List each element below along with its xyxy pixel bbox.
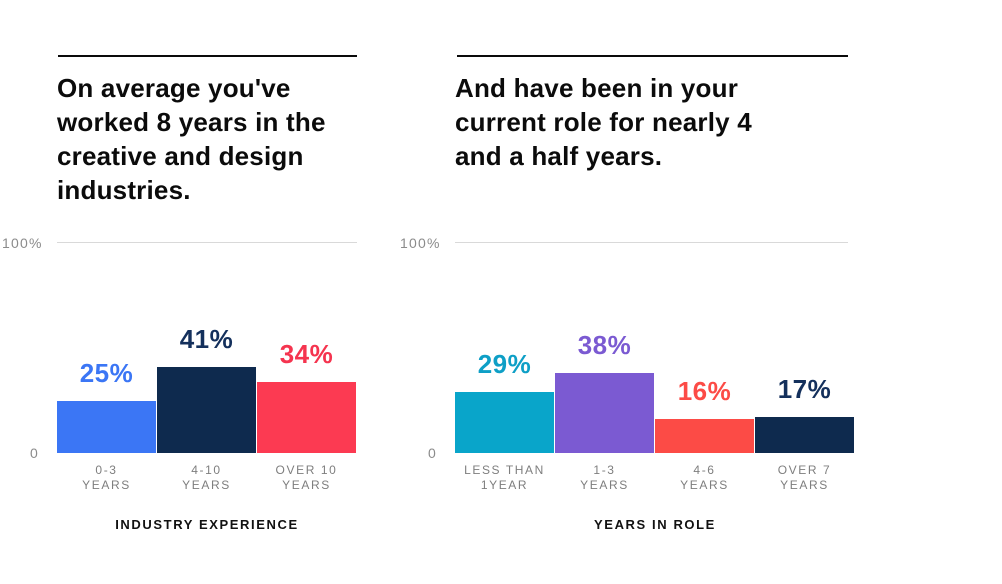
gridline-100pct [455, 242, 848, 243]
chart-title: On average you've worked 8 years in the … [57, 73, 326, 205]
x-tick-label: 4-6 YEARS [680, 463, 729, 492]
chart-title: And have been in your current role for n… [455, 73, 752, 171]
bar-value-label: 25% [79, 357, 134, 388]
y-axis-zero-label: 0 [30, 445, 39, 461]
gridline-100pct [57, 242, 357, 243]
bar-value-label: 16% [677, 376, 732, 407]
bar-group: 25% 0-3 YEARS [57, 243, 156, 492]
bar-value-label: 38% [577, 330, 632, 361]
bars: 25% 0-3 YEARS 41% 4-10 YEARS 34% OVER 10 YEAR… [57, 243, 357, 492]
x-tick-label: 0-3 YEARS [82, 463, 131, 492]
x-axis-caption: YEARS IN ROLE [594, 517, 716, 532]
bar-group: 41% 4-10 YEARS [157, 243, 256, 492]
bar [257, 381, 356, 453]
y-axis-max-label: 100% [400, 235, 441, 251]
bar [555, 373, 654, 453]
bar [655, 419, 754, 453]
y-axis-max-label: 100% [2, 235, 43, 251]
x-tick-label: 1-3 YEARS [580, 463, 629, 492]
bar-group: 38% 1-3 YEARS [555, 243, 654, 492]
bar-group: 34% OVER 10 YEARS [257, 243, 356, 492]
bar-value-label: 29% [477, 349, 532, 380]
bar-value-label: 34% [279, 338, 334, 369]
title-rule [58, 55, 357, 57]
bar-group: 16% 4-6 YEARS [655, 243, 754, 492]
x-tick-label: 4-10 YEARS [182, 463, 231, 492]
bar-value-label: 41% [179, 323, 234, 354]
x-tick-label: OVER 10 YEARS [275, 463, 338, 492]
bar [455, 392, 554, 453]
y-axis-zero-label: 0 [428, 445, 437, 461]
bar-group: 17% OVER 7 YEARS [755, 243, 854, 492]
x-tick-label: LESS THAN 1YEAR [464, 463, 545, 492]
bar [157, 366, 256, 453]
chart-years-in-role: And have been in your current role for n… [398, 0, 1002, 584]
chart-industry-experience: On average you've worked 8 years in the … [0, 0, 400, 584]
bar [57, 400, 156, 453]
title-rule [457, 55, 848, 57]
bar-group: 29% LESS THAN 1YEAR [455, 243, 554, 492]
x-axis-caption: INDUSTRY EXPERIENCE [115, 517, 299, 532]
bar-value-label: 17% [777, 374, 832, 405]
x-tick-label: OVER 7 YEARS [777, 463, 832, 492]
bars: 29% LESS THAN 1YEAR 38% 1-3 YEARS 16% 4-6 YEA… [455, 243, 855, 492]
bar [755, 417, 854, 453]
